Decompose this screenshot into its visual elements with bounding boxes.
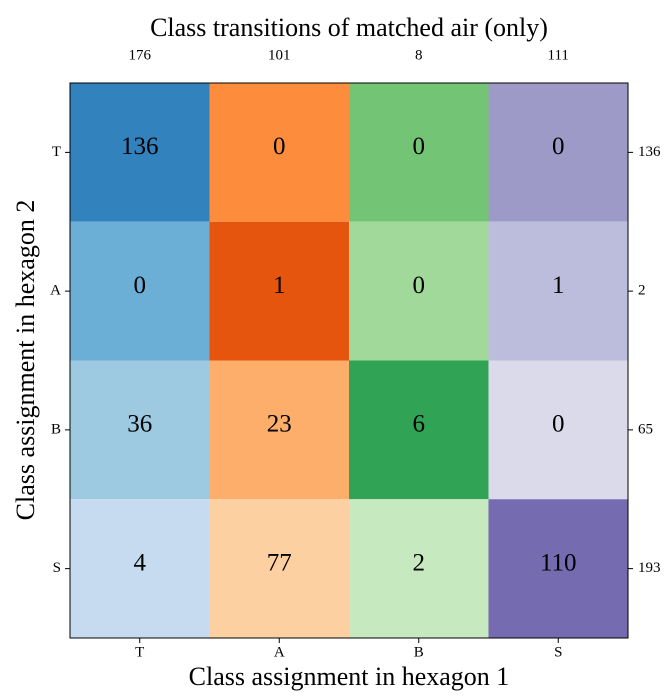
- cell: [70, 83, 210, 222]
- cell-label: 4: [134, 549, 147, 576]
- y-tick-label: A: [50, 283, 61, 299]
- x-axis-label: Class assignment in hexagon 1: [189, 662, 510, 691]
- cell-label: 0: [552, 411, 565, 438]
- x-tick-label: T: [135, 644, 144, 660]
- row-total: 2: [638, 283, 646, 299]
- cell-label: 0: [134, 272, 147, 299]
- cell: [488, 221, 628, 361]
- cell: [488, 360, 628, 500]
- cell: [70, 221, 210, 361]
- cell: [488, 499, 628, 638]
- cell: [209, 360, 349, 500]
- row-total: 193: [638, 560, 661, 576]
- column-total: 111: [548, 47, 569, 63]
- cell: [70, 360, 210, 500]
- row-total: 65: [638, 421, 653, 437]
- x-tick-label: A: [274, 644, 285, 660]
- y-axis-label: Class assignment in hexagon 2: [11, 200, 40, 521]
- cell: [349, 499, 489, 638]
- column-total: 8: [415, 47, 423, 63]
- cell-label: 2: [413, 549, 426, 576]
- row-total: 136: [638, 144, 661, 160]
- cell-label: 110: [540, 549, 577, 576]
- cell: [349, 83, 489, 222]
- cell-label: 23: [267, 411, 292, 438]
- cell-label: 1: [552, 272, 565, 299]
- cell-label: 0: [552, 133, 565, 160]
- cell-label: 0: [413, 272, 426, 299]
- cell: [70, 499, 210, 638]
- cell: [209, 499, 349, 638]
- column-total: 176: [129, 47, 152, 63]
- cell-label: 77: [267, 549, 292, 576]
- y-tick-label: T: [52, 144, 61, 160]
- cell-label: 1: [273, 272, 286, 299]
- x-tick-label: S: [554, 644, 562, 660]
- x-tick-label: B: [414, 644, 424, 660]
- cell: [209, 221, 349, 361]
- cell: [209, 83, 349, 222]
- cell-label: 0: [413, 133, 426, 160]
- cell-label: 136: [121, 133, 159, 160]
- cell: [349, 221, 489, 361]
- chart-title: Class transitions of matched air (only): [150, 13, 548, 42]
- cell-label: 6: [413, 411, 426, 438]
- y-tick-label: B: [51, 421, 61, 437]
- cell-label: 36: [127, 411, 152, 438]
- column-total: 101: [268, 47, 291, 63]
- cell-label: 0: [273, 133, 286, 160]
- plot-frame: [69, 82, 629, 639]
- cell: [488, 83, 628, 222]
- cell: [349, 360, 489, 500]
- y-tick-label: S: [53, 560, 61, 576]
